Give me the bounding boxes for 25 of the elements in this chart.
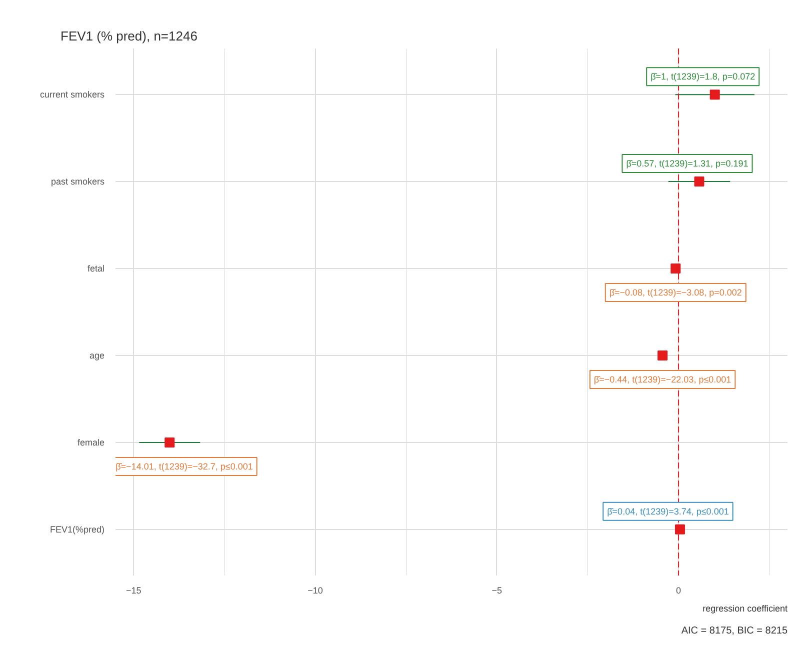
point [670,264,681,274]
y-tick-label: past smokers [50,176,105,187]
annotation: β̂=1, t(1239)=1.8, p=0.072 [650,72,756,82]
annotation: β̂=0.57, t(1239)=1.31, p=0.191 [626,158,748,169]
point [694,176,704,187]
text: AIC = 8175, BIC = 8215 [681,626,788,636]
y-tick-label: age [89,350,105,360]
y-tick-label: current smokers [40,90,105,100]
y-tick-label: fetal [87,264,105,274]
x-tick-label: −5 [492,586,502,596]
y-tick-label: FEV1(%pred) [50,524,105,534]
point [674,524,685,534]
annotation: β̂=−14.01, t(1239)=−32.7, p≤0.001 [116,461,253,472]
annotation: β̂=−0.44, t(1239)=−22.03, p≤0.001 [594,374,732,384]
point [710,90,720,100]
y-tick-label: female [77,437,104,448]
x-axis-title: regression coefficient [702,604,788,614]
x-tick-label: 0 [676,586,682,596]
annotation: β̂=0.04, t(1239)=3.74, p≤0.001 [607,506,729,516]
annotation: β̂=−0.08, t(1239)=−3.08, p=0.002 [609,288,742,298]
x-tick-label: −15 [126,586,142,596]
chart-title: FEV1 (% pred), n=1246 [60,28,198,44]
point [658,350,668,360]
x-tick-label: −10 [308,586,323,596]
point [164,437,175,448]
